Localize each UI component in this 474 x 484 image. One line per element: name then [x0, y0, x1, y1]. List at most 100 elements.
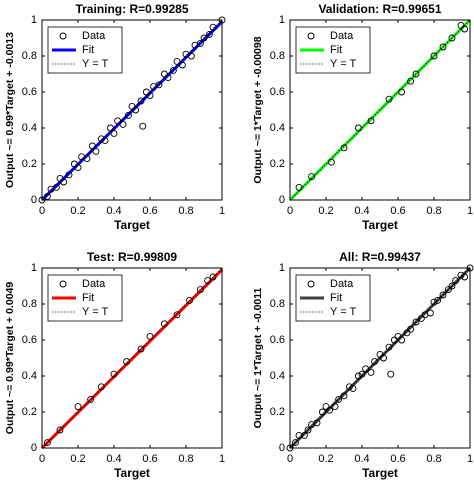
y-tick-label: 0.6	[22, 86, 37, 98]
x-tick-label: 1	[219, 205, 225, 217]
data-point	[340, 144, 348, 152]
data-point	[452, 277, 460, 285]
y-tick-label: 0.4	[22, 370, 37, 382]
chart-title: Training: R=0.99285	[75, 2, 188, 16]
data-point	[196, 286, 204, 294]
data-point	[56, 174, 64, 182]
legend-label: Fit	[330, 292, 342, 304]
data-point	[295, 183, 303, 191]
data-point	[371, 358, 379, 366]
x-axis-label: Target	[362, 466, 398, 480]
y-tick-label: 0.8	[22, 50, 37, 62]
data-point	[70, 160, 78, 168]
data-point	[457, 271, 465, 279]
x-tick-label: 0.4	[354, 453, 369, 465]
data-point	[461, 273, 469, 281]
y-tick-label: 0.4	[270, 122, 285, 134]
x-tick-label: 0.2	[70, 453, 85, 465]
subplot: 0 0.2 0.4 0.6 0.8 1 0 0.2 0.4 0.6 0.8 1 Data Fit Y = T…	[4, 2, 226, 232]
x-tick-label: 0.8	[426, 453, 441, 465]
data-point	[124, 111, 132, 119]
y-tick-label: 0.4	[270, 370, 285, 382]
x-tick-label: 0.6	[390, 453, 405, 465]
data-point	[412, 70, 420, 78]
x-tick-label: 0.6	[142, 453, 157, 465]
y-tick-label: 0	[279, 194, 285, 206]
data-point	[448, 34, 456, 42]
legend-label: Fit	[330, 44, 342, 56]
data-point	[60, 178, 68, 186]
identity-line	[41, 267, 223, 449]
y-axis-label: Output ~= 1*Target + -0.0011	[252, 287, 264, 428]
data-point	[43, 192, 51, 200]
x-tick-label: 0	[287, 453, 293, 465]
data-point	[196, 39, 204, 47]
data-point	[137, 97, 145, 105]
data-point	[200, 34, 208, 42]
x-tick-label: 0.4	[106, 205, 121, 217]
data-point	[187, 52, 195, 60]
axes-box	[289, 19, 471, 201]
data-point	[417, 314, 425, 322]
data-point	[385, 95, 393, 103]
data-point	[367, 117, 375, 125]
data-point	[92, 147, 100, 155]
y-tick-label: 0.2	[270, 158, 285, 170]
data-point	[114, 117, 122, 125]
data-point	[56, 426, 64, 434]
y-axis-label: Output ~= 1*Target + -0.00098	[252, 36, 264, 183]
data-point	[97, 383, 105, 391]
data-point	[101, 137, 109, 145]
x-tick-label: 0.2	[318, 453, 333, 465]
y-tick-label: 0.8	[270, 50, 285, 62]
x-axis-label: Target	[114, 218, 150, 232]
data-point	[345, 383, 353, 391]
y-tick-label: 0.2	[22, 406, 37, 418]
data-point	[448, 282, 456, 290]
data-point	[155, 81, 163, 89]
data-point	[106, 124, 114, 132]
data-point	[146, 92, 154, 100]
data-point	[387, 370, 395, 378]
data-point	[358, 370, 366, 378]
data-point	[426, 309, 434, 317]
data-point	[349, 385, 357, 393]
y-tick-label: 0	[279, 442, 285, 454]
data-point	[132, 106, 140, 114]
chart-title: Test: R=0.99809	[87, 250, 177, 264]
data-point	[434, 296, 442, 304]
x-tick-label: 1	[467, 453, 473, 465]
x-tick-label: 0.8	[178, 205, 193, 217]
data-point	[354, 372, 362, 380]
data-point	[291, 439, 299, 447]
y-tick-label: 0.6	[270, 334, 285, 346]
data-point	[304, 426, 312, 434]
data-point	[380, 354, 388, 362]
data-point	[97, 135, 105, 143]
y-axis-label: Output ~= 0.99*Target + -0.0013	[4, 32, 16, 188]
y-tick-label: 0.2	[270, 406, 285, 418]
data-point	[308, 173, 316, 181]
data-point	[403, 329, 411, 337]
x-tick-label: 0	[287, 205, 293, 217]
x-tick-label: 0	[39, 453, 45, 465]
data-point	[412, 318, 420, 326]
legend-marker	[307, 280, 315, 288]
data-point	[87, 395, 95, 403]
x-tick-label: 0.6	[390, 205, 405, 217]
data-point	[407, 77, 415, 85]
chart-title: Validation: R=0.99651	[318, 2, 441, 16]
data-point	[439, 291, 447, 299]
x-axis-label: Target	[362, 218, 398, 232]
data-point	[110, 129, 118, 137]
data-point	[110, 370, 118, 378]
data-point	[65, 171, 73, 179]
data-point	[146, 332, 154, 340]
y-tick-label: 1	[31, 262, 37, 274]
x-tick-label: 0	[39, 205, 45, 217]
subplot: 0 0.2 0.4 0.6 0.8 1 0 0.2 0.4 0.6 0.8 1 Data Fit Y = T…	[252, 250, 474, 480]
data-point	[385, 343, 393, 351]
data-point	[461, 25, 469, 33]
axes-box	[289, 267, 471, 449]
data-point	[160, 70, 168, 78]
